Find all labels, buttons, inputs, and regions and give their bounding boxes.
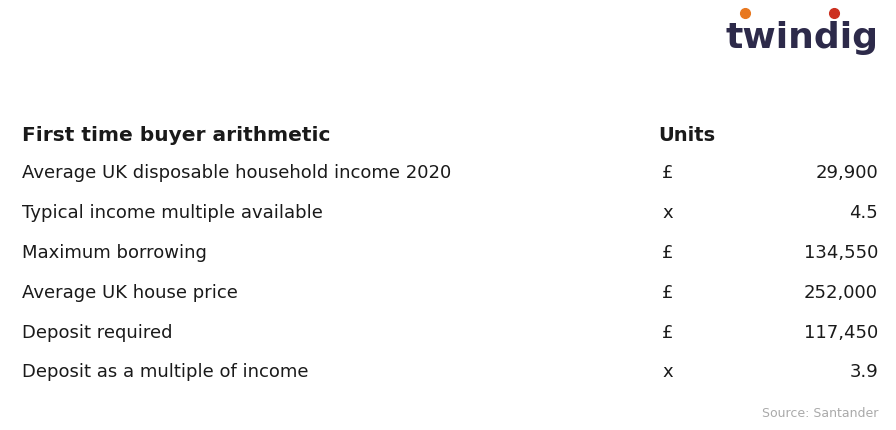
Text: Deposit required: Deposit required <box>22 323 173 341</box>
Text: Units: Units <box>659 126 716 145</box>
Text: £: £ <box>662 283 673 301</box>
Text: 29,900: 29,900 <box>815 164 878 182</box>
Text: x: x <box>662 362 673 381</box>
Text: twindig: twindig <box>725 21 878 55</box>
Text: x: x <box>662 203 673 221</box>
Text: £: £ <box>662 164 673 182</box>
Text: 117,450: 117,450 <box>804 323 878 341</box>
Text: Source: Santander: Source: Santander <box>762 406 878 419</box>
Text: 3.9: 3.9 <box>849 362 878 381</box>
Text: £: £ <box>662 243 673 261</box>
Text: Typical income multiple available: Typical income multiple available <box>22 203 323 221</box>
Text: First time buyer arithmetic: First time buyer arithmetic <box>22 126 331 145</box>
Text: 4.5: 4.5 <box>849 203 878 221</box>
Text: 252,000: 252,000 <box>804 283 878 301</box>
Text: 134,550: 134,550 <box>804 243 878 261</box>
Text: Average UK house price: Average UK house price <box>22 283 238 301</box>
Text: £: £ <box>662 323 673 341</box>
Text: Deposit as a multiple of income: Deposit as a multiple of income <box>22 362 309 381</box>
Text: Average UK disposable household income 2020: Average UK disposable household income 2… <box>22 164 452 182</box>
Text: Maximum borrowing: Maximum borrowing <box>22 243 207 261</box>
